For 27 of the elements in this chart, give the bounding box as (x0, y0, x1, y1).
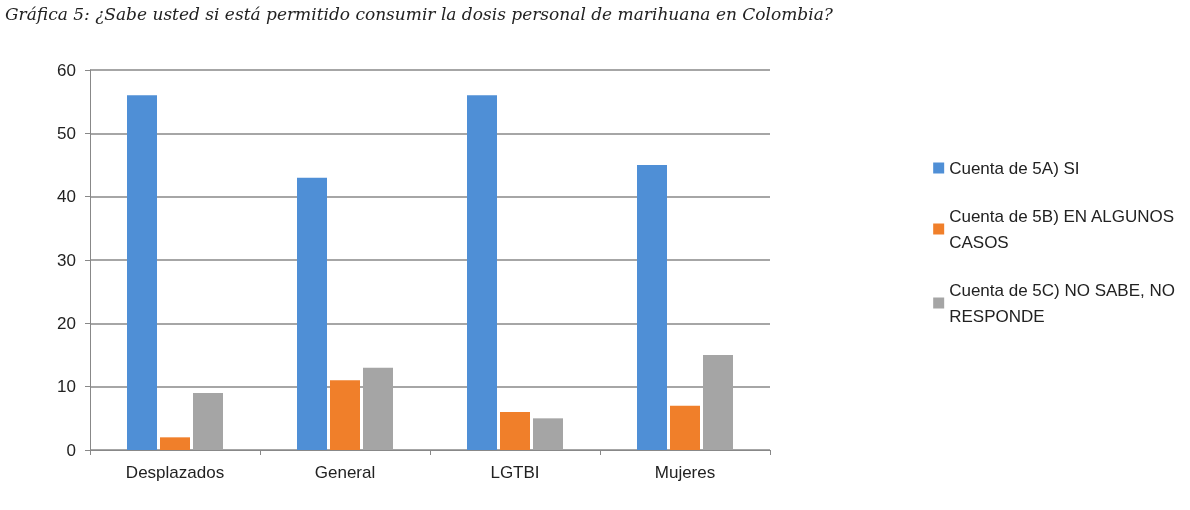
y-tick-label: 0 (66, 440, 76, 460)
bar (160, 437, 190, 450)
bar (500, 412, 530, 450)
x-tick-label: General (314, 463, 376, 482)
legend-label: Cuenta de 5A) SI (949, 158, 1080, 178)
y-tick-label: 50 (57, 123, 76, 143)
bar (297, 177, 327, 450)
bar (467, 95, 497, 450)
bar (330, 380, 360, 450)
bar (703, 355, 733, 450)
legend-label: Cuenta de 5B) EN ALGUNOS CASOS (949, 206, 1175, 252)
bar (533, 418, 563, 450)
bar (637, 165, 667, 450)
y-tick-label: 30 (57, 250, 76, 270)
bar (127, 95, 157, 450)
y-tick-label: 20 (57, 313, 76, 333)
chart-title: Gráfica 5: ¿Sabe usted si está permitido consumir la dosis personal de marihuana en Colombia? (5, 3, 834, 24)
bar (670, 405, 700, 450)
y-tick-label: 60 (57, 60, 76, 80)
y-tick-label: 40 (57, 187, 76, 207)
x-tick-label: LGTBI (490, 463, 540, 482)
bar (193, 393, 223, 450)
legend-label: Cuenta de 5C) NO SABE, NO RESPONDE (949, 280, 1176, 326)
bar (363, 367, 393, 450)
x-tick-label: Mujeres (654, 463, 716, 482)
x-tick-label: Desplazados (125, 463, 225, 482)
y-tick-label: 10 (57, 377, 76, 397)
